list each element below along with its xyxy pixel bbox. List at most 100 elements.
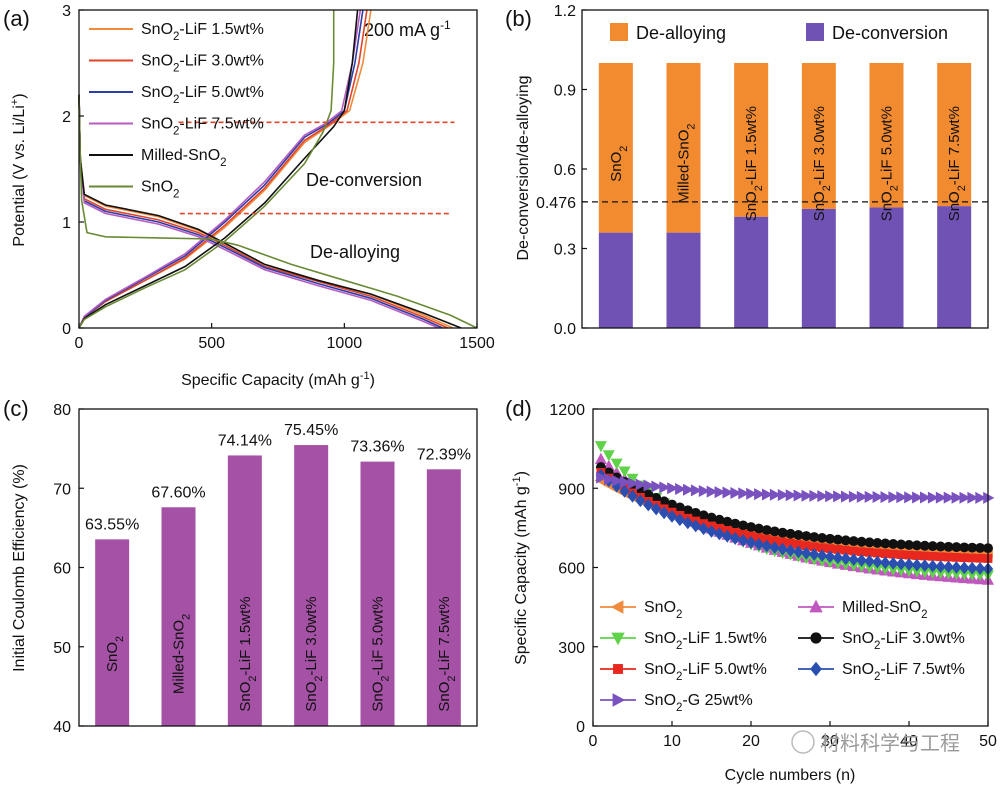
point-sno2-lif-5-0wt-30 [825, 544, 835, 553]
point-sno2-lif-3-0wt-48 [967, 542, 978, 553]
panel-a-y-axis-label: Potential (V vs. Li/Li+) [9, 93, 28, 246]
legend-label-sno2-lif-3-0wt: SnO2-LiF 3.0wt% [842, 630, 965, 652]
point-sno2-lif-3-0wt-23 [769, 526, 780, 537]
panel-d-y-tick-0: 0 [576, 719, 585, 736]
panel-d-y-tick-300: 300 [558, 640, 585, 657]
curve-discharge-milled-sno2 [78, 94, 462, 329]
point-sno2-lif-7-5wt-41 [911, 558, 923, 572]
point-sno2-lif-7-5wt-44 [935, 560, 946, 573]
legend-label-de-conversion: De-conversion [832, 23, 948, 43]
annotation-de-conversion: De-conversion [306, 170, 422, 190]
point-sno2-lif-7-5wt-43 [927, 559, 938, 573]
point-sno2-lif-5-0wt-29 [817, 543, 827, 553]
panel-b-stacked-bars: (b) De-conversion/de-alloying SnO2 Milled… [505, 3, 989, 338]
point-sno2-g-25wt-13 [690, 484, 703, 497]
point-sno2-lif-3-0wt-46 [951, 542, 962, 553]
point-sno2-lif-7-5wt-26 [793, 545, 804, 559]
bar-ice-3 [294, 445, 329, 726]
point-sno2-lif-7-5wt-18 [730, 531, 741, 545]
bar-de-conversion-5 [937, 206, 972, 328]
legend-marker-sno2-lif-7-5wt [810, 661, 822, 677]
point-sno2-lif-3-0wt-12 [682, 505, 693, 516]
panel-b-y-axis-label: De-conversion/de-alloying [515, 76, 532, 261]
panel-c-y-tick-50: 50 [53, 640, 71, 657]
panel-b-bar-label-2: SnO2-LiF 1.5wt% [743, 106, 765, 221]
panel-d-label: (d) [505, 396, 532, 421]
value-label-1: 67.60% [151, 484, 205, 501]
point-sno2-g-25wt-33 [848, 490, 861, 503]
point-sno2-lif-5-0wt-49 [975, 553, 985, 563]
curve-charge-sno2-lif-7-5wt [78, 9, 362, 329]
curve-discharge-sno2-lif-7-5wt [78, 94, 439, 329]
panel-d-x-tick-20: 20 [742, 733, 760, 750]
watermark-text: 材料科学与工程 [820, 732, 960, 755]
point-sno2-g-25wt-5 [627, 477, 639, 490]
point-sno2-lif-3-0wt-28 [809, 532, 820, 542]
point-sno2-lif-7-5wt-30 [824, 550, 836, 564]
panel-d-y-axis-label: Specific Capacity (mAh g-1) [511, 471, 530, 665]
point-sno2-lif-7-5wt-6 [635, 494, 646, 508]
panel-d-y-tick-600: 600 [558, 561, 585, 578]
bar-de-alloying-2 [734, 63, 769, 217]
value-label-4: 73.36% [350, 439, 404, 456]
point-sno2-g-25wt-45 [943, 491, 955, 504]
point-sno2-lif-5-0wt-35 [865, 547, 874, 557]
point-sno2-lif-1-5wt-5 [626, 473, 639, 485]
point-sno2-lif-7-5wt-4 [619, 484, 630, 498]
point-sno2-lif-1-5wt-44 [934, 568, 947, 580]
point-sno2-g-25wt-3 [611, 474, 624, 487]
point-sno2-lif-7-5wt-31 [832, 551, 844, 565]
legend-label-sno2-lif-1-5wt: SnO2-LiF 1.5wt% [141, 21, 264, 43]
point-sno2-lif-5-0wt-38 [888, 549, 898, 559]
point-sno2-lif-3-0wt-30 [825, 533, 835, 544]
point-sno2-lif-5-0wt-45 [944, 552, 953, 562]
point-sno2-lif-5-0wt-41 [912, 551, 922, 560]
point-sno2-lif-3-0wt-36 [872, 538, 883, 548]
point-sno2-lif-5-0wt-32 [841, 545, 851, 555]
panel-d-legend: SnO2 Milled-SnO2 SnO2-LiF 1.5wt% SnO2-LiF 3… [600, 599, 965, 714]
point-sno2-lif-7-5wt-12 [682, 516, 693, 530]
panel-c-y-tick-70: 70 [53, 481, 71, 498]
point-sno2-lif-7-5wt-48 [967, 561, 978, 575]
panel-b-y-tick-0-9: 0.9 [554, 83, 576, 100]
panel-c-label: (c) [3, 396, 29, 421]
panel-a-x-axis-label: Specific Capacity (mAh g-1) [181, 370, 375, 389]
point-sno2-g-25wt-36 [872, 491, 884, 504]
panel-b-axes-frame [581, 9, 989, 329]
point-sno2-lif-1-5wt-41 [910, 566, 923, 578]
point-sno2-lif-3-0wt-40 [904, 539, 914, 550]
point-sno2-g-25wt-32 [841, 490, 853, 503]
legend-label-sno2: SnO2 [644, 599, 682, 621]
panel-c-y-axis-label: Initial Coulomb Efficiency (%) [11, 464, 28, 672]
point-sno2-g-25wt-29 [817, 490, 829, 503]
panel-b-y-tick-0-3: 0.3 [554, 242, 576, 259]
point-sno2-lif-3-0wt-14 [698, 510, 709, 521]
point-sno2-g-25wt-46 [951, 491, 963, 504]
point-sno2-lif-1-5wt-45 [942, 568, 955, 580]
point-sno2-lif-3-0wt-18 [730, 518, 741, 529]
legend-swatch-de-conversion [806, 23, 824, 41]
curve-charge-sno2 [78, 10, 335, 329]
bar-de-alloying-1 [666, 63, 701, 233]
panel-a-y-tick-2: 2 [62, 109, 71, 126]
panel-c-bar-label-0: SnO2 [104, 636, 126, 672]
point-sno2-lif-7-5wt-15 [706, 524, 717, 538]
panel-a-label: (a) [3, 6, 30, 31]
legend-label-sno2-lif-1-5wt: SnO2-LiF 1.5wt% [644, 630, 767, 652]
point-sno2-lif-7-5wt-17 [722, 529, 733, 543]
point-sno2-lif-5-0wt-48 [967, 553, 977, 563]
panel-d-x-axis-label: Cycle numbers (n) [725, 767, 856, 784]
panel-b-bar-label-4: SnO2-LiF 5.0wt% [879, 106, 901, 221]
point-sno2-lif-3-0wt-22 [761, 525, 772, 536]
point-sno2-lif-5-0wt-22 [762, 534, 772, 544]
panel-a-discharge-charge-curves: (a) De-conversion De-alloying 200 mA g-1… [3, 3, 495, 389]
point-sno2-g-25wt-50 [983, 491, 995, 504]
point-sno2-lif-7-5wt-9 [658, 506, 670, 520]
legend-label-milled-sno2: Milled-SnO2 [141, 147, 227, 169]
point-milled-sno2-2 [602, 459, 615, 471]
series-sno2-g-25wt [596, 471, 995, 504]
point-sno2-lif-3-0wt-35 [864, 537, 875, 548]
panel-c-bar-label-2: SnO2-LiF 1.5wt% [237, 596, 259, 711]
point-sno2-lif-7-5wt-33 [848, 553, 859, 566]
legend-label-sno2-lif-5-0wt: SnO2-LiF 5.0wt% [141, 84, 264, 106]
